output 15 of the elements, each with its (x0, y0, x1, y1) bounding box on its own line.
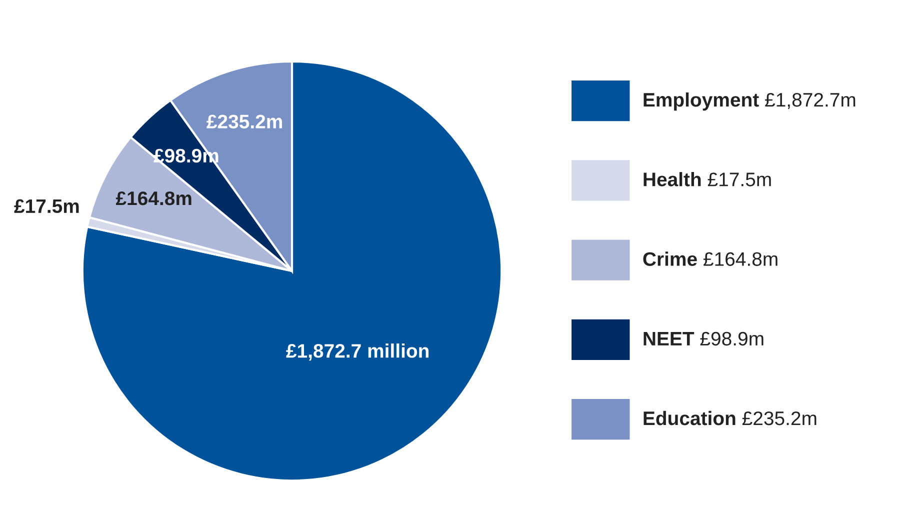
data-label: £1,872.7 million (286, 343, 428, 361)
data-label: £17.5m (14, 199, 79, 214)
text: £1,872.7m (765, 92, 856, 110)
text: £17.5m (708, 172, 771, 186)
text: £98.9m (700, 332, 764, 346)
pie-slice (81, 60, 503, 482)
data-label: £235.2m (206, 114, 282, 128)
legend-label: NEET (644, 332, 694, 346)
text: £235.2m (742, 411, 816, 426)
legend-label: Employment (644, 92, 759, 111)
data-label: £164.8m (116, 191, 192, 206)
legend-label: Crime (643, 252, 697, 266)
text: £164.8m (704, 252, 778, 266)
legend-label: Education (644, 410, 736, 426)
legend-label: Health (644, 172, 701, 186)
